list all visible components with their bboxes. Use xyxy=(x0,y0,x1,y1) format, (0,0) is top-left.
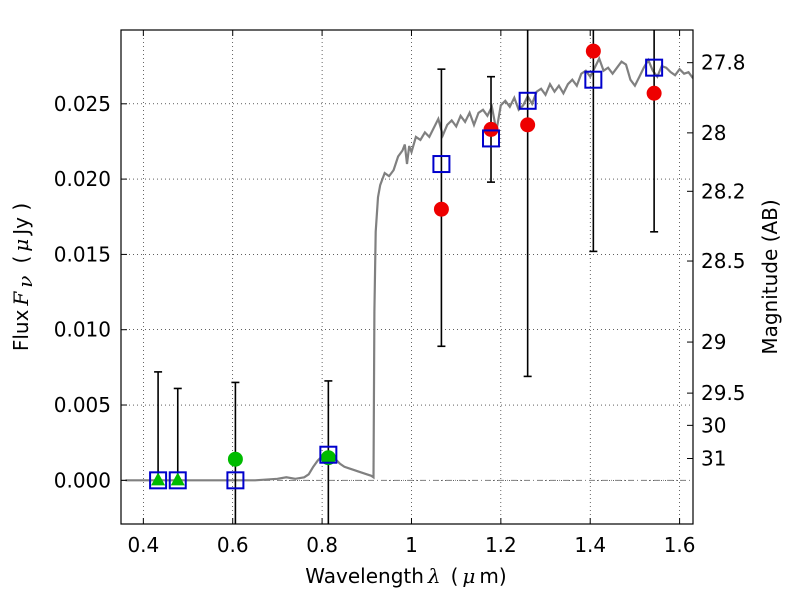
model-spectrum-line xyxy=(125,55,693,482)
x-tick-label: 1.6 xyxy=(664,533,696,557)
model-photometry-square xyxy=(432,155,451,174)
y2-tick-label: 28 xyxy=(701,121,726,145)
observed-point xyxy=(320,450,336,466)
x-axis-title: Wavelength λ ( μ m) xyxy=(305,564,506,588)
plot-area xyxy=(121,30,693,524)
x-tick-label: 0.4 xyxy=(127,533,159,557)
y2-tick-label: 30 xyxy=(701,413,726,437)
y-tick-label: 0.025 xyxy=(54,92,111,116)
y2-tick-label: 29.5 xyxy=(701,381,746,405)
x-tick-label: 1.2 xyxy=(485,533,517,557)
observed-point xyxy=(646,85,662,101)
model-photometry-square xyxy=(168,471,187,490)
y-tick-label: 0.005 xyxy=(54,393,111,417)
upper-limit-triangle xyxy=(151,472,166,486)
model-photometry-square xyxy=(149,471,168,490)
y-tick-label: 0.015 xyxy=(54,242,111,266)
grid xyxy=(121,30,693,524)
x-tick-label: 0.6 xyxy=(217,533,249,557)
model-photometry-square xyxy=(226,471,245,490)
y2-axis-title: Magnitude (AB) xyxy=(758,199,782,354)
y-axis-title: Flux F ν ( μ Jy ) xyxy=(9,203,37,351)
observed-point xyxy=(585,43,601,59)
y2-tick-label: 29 xyxy=(701,330,726,354)
model-photometry-square xyxy=(482,129,501,148)
y-tick-label: 0.010 xyxy=(54,318,111,342)
model-photometry-square xyxy=(584,70,603,89)
observed-point xyxy=(227,451,243,467)
y2-tick-label: 27.8 xyxy=(701,51,746,75)
plot-frame xyxy=(120,29,694,525)
y2-tick-label: 31 xyxy=(701,446,726,470)
x-tick-label: 1.4 xyxy=(574,533,606,557)
y2-tick-label: 28.2 xyxy=(701,179,746,203)
observed-point xyxy=(483,121,499,137)
y-tick-label: 0.020 xyxy=(54,167,111,191)
upper-limit-triangle xyxy=(170,472,185,486)
x-tick-label: 1 xyxy=(405,533,418,557)
model-photometry-square xyxy=(319,445,338,464)
x-tick-label: 0.8 xyxy=(306,533,338,557)
ticks: 0.4 0.6 0.8 1 1.2 1.4 1.6 0.000 0.005 0.010 0.015 0… xyxy=(54,30,746,557)
model-photometry-square xyxy=(518,91,537,110)
y2-tick-label: 28.5 xyxy=(701,249,746,273)
observed-point xyxy=(433,201,449,217)
observed-point xyxy=(520,117,536,133)
model-photometry-square xyxy=(645,58,664,77)
y-tick-label: 0.000 xyxy=(54,468,111,492)
